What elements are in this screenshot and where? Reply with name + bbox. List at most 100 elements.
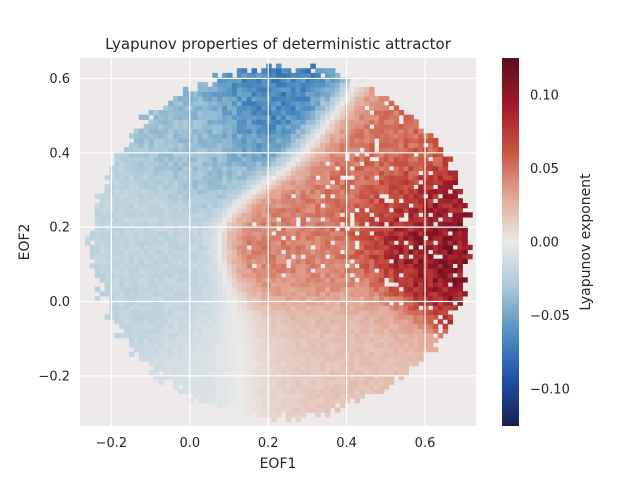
heatmap-cell bbox=[197, 128, 204, 134]
heatmap-cell bbox=[344, 216, 351, 223]
heatmap-cell bbox=[374, 161, 380, 167]
heatmap-cell bbox=[129, 179, 135, 185]
heatmap-cell bbox=[300, 402, 307, 409]
heatmap-cell bbox=[442, 202, 449, 209]
heatmap-cell bbox=[285, 156, 292, 162]
heatmap-cell bbox=[378, 258, 385, 264]
heatmap-cell bbox=[231, 230, 238, 237]
heatmap-cell bbox=[187, 137, 194, 144]
heatmap-cell bbox=[89, 249, 96, 255]
heatmap-cell bbox=[388, 133, 395, 139]
heatmap-cell bbox=[217, 91, 223, 97]
heatmap-cell bbox=[369, 347, 375, 353]
heatmap-cell bbox=[187, 221, 194, 227]
heatmap-cell bbox=[148, 347, 155, 353]
heatmap-cell bbox=[187, 151, 194, 158]
heatmap-cell bbox=[119, 198, 125, 204]
heatmap-cell bbox=[398, 226, 405, 232]
heatmap-cell bbox=[148, 142, 155, 148]
heatmap-cell bbox=[138, 351, 145, 357]
heatmap-cell bbox=[408, 193, 414, 199]
heatmap-cell bbox=[246, 86, 253, 93]
heatmap-cell bbox=[354, 300, 360, 306]
heatmap-cell bbox=[129, 133, 135, 139]
heatmap-cell bbox=[305, 277, 311, 283]
heatmap-cell bbox=[276, 110, 282, 116]
heatmap-cell bbox=[364, 235, 370, 241]
heatmap-cell bbox=[305, 328, 311, 334]
heatmap-cell bbox=[222, 198, 228, 204]
heatmap-cell bbox=[418, 356, 424, 362]
heatmap-cell bbox=[109, 277, 115, 283]
heatmap-cell bbox=[241, 165, 248, 172]
heatmap-cell bbox=[241, 249, 248, 255]
heatmap-cell bbox=[246, 347, 253, 353]
heatmap-cell bbox=[163, 151, 169, 158]
heatmap-cell bbox=[182, 123, 189, 130]
heatmap-cell bbox=[217, 226, 223, 232]
heatmap-cell bbox=[182, 342, 189, 348]
heatmap-cell bbox=[227, 110, 233, 116]
heatmap-cell bbox=[202, 96, 209, 102]
heatmap-cell bbox=[217, 370, 223, 376]
heatmap-cell bbox=[276, 240, 282, 246]
heatmap-cell bbox=[256, 96, 262, 102]
heatmap-cell bbox=[290, 230, 297, 237]
heatmap-cell bbox=[315, 142, 321, 148]
heatmap-cell bbox=[305, 235, 311, 241]
heatmap-cell bbox=[374, 244, 380, 251]
heatmap-cell bbox=[413, 226, 419, 232]
heatmap-cell bbox=[266, 305, 272, 311]
heatmap-cell bbox=[119, 179, 125, 185]
heatmap-cell bbox=[325, 235, 331, 241]
heatmap-cell bbox=[173, 286, 179, 292]
heatmap-cell bbox=[329, 175, 336, 181]
heatmap-cell bbox=[163, 319, 169, 325]
heatmap-cell bbox=[236, 337, 243, 343]
heatmap-cell bbox=[153, 305, 160, 311]
heatmap-cell bbox=[437, 147, 444, 153]
heatmap-cell bbox=[398, 202, 405, 209]
heatmap-cell bbox=[334, 263, 341, 269]
heatmap-cell bbox=[182, 305, 189, 311]
heatmap-cell bbox=[187, 212, 194, 218]
heatmap-cell bbox=[334, 142, 341, 148]
heatmap-cell bbox=[285, 77, 292, 83]
heatmap-cell bbox=[246, 342, 253, 348]
heatmap-cell bbox=[158, 161, 164, 167]
heatmap-cell bbox=[178, 347, 184, 353]
heatmap-cell bbox=[124, 286, 130, 292]
heatmap-cell bbox=[124, 184, 130, 190]
heatmap-cell bbox=[148, 179, 155, 185]
heatmap-cell bbox=[359, 305, 365, 311]
heatmap-cell bbox=[187, 110, 194, 116]
heatmap-cell bbox=[413, 328, 419, 334]
heatmap-cell bbox=[104, 291, 110, 297]
heatmap-cell bbox=[163, 170, 169, 176]
heatmap-cell bbox=[329, 258, 336, 264]
heatmap-cell bbox=[432, 323, 439, 330]
heatmap-cell bbox=[305, 86, 311, 93]
heatmap-cell bbox=[114, 179, 120, 185]
heatmap-cell bbox=[413, 291, 419, 297]
heatmap-cell bbox=[329, 119, 336, 125]
heatmap-cell bbox=[364, 175, 370, 181]
heatmap-cell bbox=[227, 198, 233, 204]
heatmap-cell bbox=[261, 212, 267, 218]
heatmap-cell bbox=[432, 249, 439, 255]
heatmap-cell bbox=[369, 356, 375, 362]
heatmap-cell bbox=[325, 128, 331, 134]
heatmap-cell bbox=[276, 374, 282, 381]
heatmap-cell bbox=[300, 286, 307, 292]
heatmap-cell bbox=[364, 347, 370, 353]
heatmap-cell bbox=[359, 272, 365, 278]
heatmap-cell bbox=[246, 272, 253, 278]
heatmap-cell bbox=[222, 82, 228, 88]
heatmap-cell bbox=[413, 137, 419, 144]
heatmap-cell bbox=[359, 319, 365, 325]
heatmap-cell bbox=[168, 151, 174, 158]
heatmap-cell bbox=[359, 342, 365, 348]
heatmap-cell bbox=[305, 193, 311, 199]
heatmap-cell bbox=[182, 314, 189, 320]
heatmap-cell bbox=[329, 189, 336, 195]
